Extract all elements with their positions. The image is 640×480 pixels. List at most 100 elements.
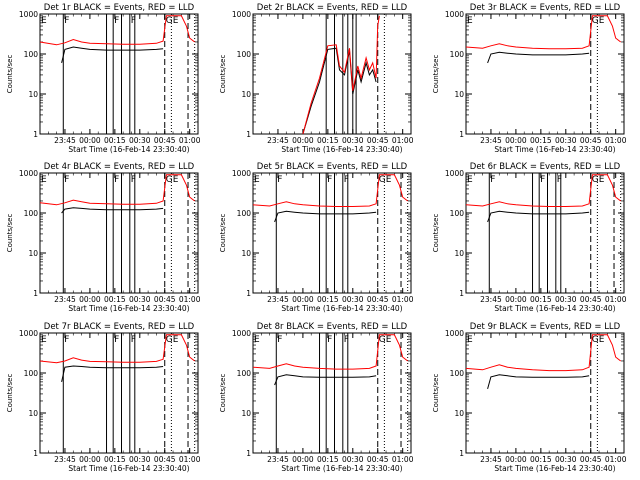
y-tick-label: 100 bbox=[450, 209, 465, 218]
series-line-lld bbox=[465, 174, 622, 207]
y-tick-label: 1 bbox=[33, 130, 38, 139]
y-axis-label: Counts/sec bbox=[6, 214, 14, 253]
x-tick-label: 00:15 bbox=[530, 295, 552, 304]
y-tick-label: 1 bbox=[246, 289, 251, 298]
y-tick-label: 1 bbox=[459, 130, 464, 139]
x-tick-label: 23:45 bbox=[480, 136, 502, 145]
x-tick-label: 00:30 bbox=[555, 295, 577, 304]
x-tick-label: 00:30 bbox=[129, 455, 151, 464]
y-axis-label: Counts/sec bbox=[6, 374, 14, 413]
flag-label: GE bbox=[166, 16, 179, 26]
x-tick-label: 23:45 bbox=[54, 136, 76, 145]
y-tick-label: 10 bbox=[28, 409, 38, 418]
x-tick-label: 00:00 bbox=[79, 136, 101, 145]
x-tick-label: 00:45 bbox=[580, 455, 602, 464]
x-tick-label: 23:45 bbox=[267, 455, 289, 464]
y-tick-label: 10 bbox=[454, 409, 464, 418]
flag-label: F bbox=[327, 175, 332, 185]
flag-label: F bbox=[490, 175, 495, 185]
x-tick-label: 00:30 bbox=[555, 455, 577, 464]
panel-title: Det 7r BLACK = Events, RED = LLD bbox=[44, 322, 195, 332]
panel-3: Det 3r BLACK = Events, RED = LLD Counts/s… bbox=[432, 3, 627, 154]
x-tick-label: 00:15 bbox=[104, 455, 126, 464]
x-axis-label: Start Time (16-Feb-14 23:30:40) bbox=[68, 304, 189, 313]
flag-label: E bbox=[254, 175, 260, 185]
flag-label: E bbox=[467, 175, 473, 185]
x-tick-label: 01:00 bbox=[392, 455, 414, 464]
flag-label: GE bbox=[592, 335, 605, 345]
x-tick-label: 01:00 bbox=[605, 295, 627, 304]
x-tick-label: 00:15 bbox=[104, 136, 126, 145]
panel-6: Det 6r BLACK = Events, RED = LLD Counts/s… bbox=[432, 162, 627, 313]
flag-label: E bbox=[254, 335, 260, 345]
y-tick-label: 1 bbox=[33, 449, 38, 458]
panel-7: Det 7r BLACK = Events, RED = LLD Counts/s… bbox=[6, 322, 201, 473]
series-line-lld bbox=[39, 174, 196, 206]
series-line-events bbox=[274, 210, 377, 223]
flag-label: GE bbox=[166, 175, 179, 185]
y-tick-label: 1000 bbox=[19, 169, 38, 178]
plot-frame bbox=[252, 332, 412, 454]
panel-title: Det 6r BLACK = Events, RED = LLD bbox=[470, 162, 621, 172]
series-line-lld bbox=[39, 334, 196, 364]
flag-label: GE bbox=[379, 175, 392, 185]
y-tick-label: 1 bbox=[246, 130, 251, 139]
x-tick-label: 01:00 bbox=[392, 136, 414, 145]
y-axis-label: Counts/sec bbox=[219, 214, 227, 253]
y-tick-label: 1000 bbox=[232, 329, 251, 338]
flag-label: F bbox=[327, 335, 332, 345]
x-axis-label: Start Time (16-Feb-14 23:30:40) bbox=[281, 464, 402, 473]
flag-label: F bbox=[277, 335, 282, 345]
x-axis-label: Start Time (16-Feb-14 23:30:40) bbox=[281, 304, 402, 313]
plot-frame bbox=[252, 13, 412, 135]
y-tick-label: 1000 bbox=[19, 329, 38, 338]
flag-label: F bbox=[114, 16, 119, 26]
series-line-lld bbox=[302, 15, 380, 135]
x-tick-label: 23:45 bbox=[54, 455, 76, 464]
x-tick-label: 23:45 bbox=[267, 295, 289, 304]
y-tick-label: 100 bbox=[24, 50, 39, 59]
y-tick-label: 10 bbox=[241, 409, 251, 418]
x-tick-label: 00:15 bbox=[530, 136, 552, 145]
y-tick-label: 100 bbox=[450, 50, 465, 59]
panel-title: Det 4r BLACK = Events, RED = LLD bbox=[44, 162, 195, 172]
x-tick-label: 00:45 bbox=[367, 136, 389, 145]
flag-label: F bbox=[557, 175, 562, 185]
flag-label: F bbox=[64, 175, 69, 185]
x-tick-label: 00:15 bbox=[317, 295, 339, 304]
series-line-events bbox=[487, 51, 590, 64]
x-tick-label: 00:45 bbox=[154, 136, 176, 145]
x-tick-label: 00:30 bbox=[129, 136, 151, 145]
panel-title: Det 2r BLACK = Events, RED = LLD bbox=[257, 3, 408, 13]
flag-label: F bbox=[114, 175, 119, 185]
y-tick-label: 1 bbox=[459, 449, 464, 458]
x-axis-label: Start Time (16-Feb-14 23:30:40) bbox=[281, 145, 402, 154]
y-tick-label: 10 bbox=[454, 90, 464, 99]
x-tick-label: 01:00 bbox=[605, 455, 627, 464]
x-tick-label: 23:45 bbox=[267, 136, 289, 145]
y-tick-label: 100 bbox=[450, 369, 465, 378]
y-tick-label: 10 bbox=[241, 249, 251, 258]
series-line-lld bbox=[465, 334, 622, 372]
flag-label: F bbox=[114, 335, 119, 345]
flag-label: GE bbox=[592, 175, 605, 185]
x-tick-label: 00:30 bbox=[129, 295, 151, 304]
y-tick-label: 100 bbox=[237, 369, 252, 378]
x-tick-label: 00:00 bbox=[79, 455, 101, 464]
series-line-lld bbox=[252, 334, 409, 370]
plot-frame bbox=[39, 332, 199, 454]
flag-label: F bbox=[344, 335, 349, 345]
x-tick-label: 00:45 bbox=[367, 455, 389, 464]
flag-label: F bbox=[344, 175, 349, 185]
y-tick-label: 1 bbox=[246, 449, 251, 458]
y-tick-label: 10 bbox=[454, 249, 464, 258]
x-tick-label: 00:00 bbox=[292, 295, 314, 304]
x-axis-label: Start Time (16-Feb-14 23:30:40) bbox=[494, 304, 615, 313]
panel-title: Det 1r BLACK = Events, RED = LLD bbox=[44, 3, 195, 13]
flag-label: E bbox=[467, 16, 473, 26]
y-axis-label: Counts/sec bbox=[6, 55, 14, 94]
y-tick-label: 1000 bbox=[445, 169, 464, 178]
plot-frame bbox=[465, 13, 625, 135]
y-tick-label: 1000 bbox=[19, 10, 38, 19]
panel-title: Det 5r BLACK = Events, RED = LLD bbox=[257, 162, 408, 172]
